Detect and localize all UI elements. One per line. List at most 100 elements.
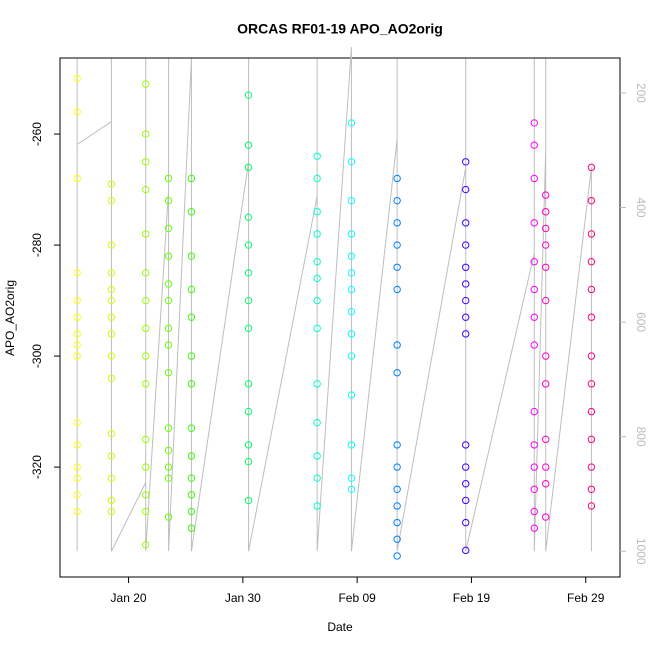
point <box>142 185 150 194</box>
point <box>393 219 401 227</box>
point <box>107 196 116 205</box>
point <box>164 324 173 333</box>
point <box>542 296 550 305</box>
point <box>142 380 150 388</box>
point <box>542 224 550 233</box>
point <box>142 296 150 305</box>
point <box>187 313 196 321</box>
point <box>587 230 596 238</box>
point <box>587 407 596 416</box>
point <box>187 208 196 216</box>
point <box>393 341 401 349</box>
point <box>164 446 173 455</box>
point <box>462 241 470 249</box>
point <box>462 158 470 166</box>
point <box>587 380 596 388</box>
point <box>462 313 470 321</box>
point <box>164 296 173 305</box>
point <box>393 502 401 510</box>
point <box>73 352 81 360</box>
point <box>347 196 356 205</box>
point <box>462 185 470 194</box>
point <box>313 274 321 283</box>
point <box>313 152 321 160</box>
point <box>107 496 116 505</box>
y2-tick-label: 400 <box>634 197 648 217</box>
point <box>347 352 356 360</box>
point <box>313 474 321 482</box>
point <box>393 518 401 527</box>
point <box>73 296 81 305</box>
point <box>107 241 116 249</box>
point <box>542 480 550 488</box>
point <box>73 441 81 449</box>
point <box>393 441 401 449</box>
point <box>530 141 538 149</box>
point <box>393 263 401 271</box>
y2-tick-label: 1000 <box>634 538 648 565</box>
point <box>107 330 116 338</box>
point <box>244 441 253 449</box>
point <box>462 518 470 527</box>
point <box>587 485 596 493</box>
point <box>164 224 173 233</box>
point <box>187 424 196 432</box>
point <box>347 474 356 482</box>
point <box>107 352 116 360</box>
point <box>587 285 596 294</box>
point <box>347 119 356 127</box>
point <box>347 485 356 493</box>
point <box>347 252 356 260</box>
point <box>393 485 401 493</box>
point <box>244 324 253 333</box>
point <box>542 191 550 199</box>
x-tick-label: Feb 09 <box>338 591 376 605</box>
point <box>187 380 196 388</box>
point <box>142 158 150 166</box>
point <box>462 296 470 305</box>
point <box>142 130 150 138</box>
point <box>542 208 550 216</box>
x-tick-label: Jan 30 <box>225 591 261 605</box>
point <box>530 524 538 532</box>
point <box>542 263 550 271</box>
point <box>347 285 356 294</box>
point <box>73 341 81 349</box>
point <box>530 441 538 449</box>
point <box>530 341 538 349</box>
point <box>244 241 253 249</box>
point <box>530 313 538 321</box>
point <box>530 463 538 471</box>
point <box>187 474 196 482</box>
x-tick-label: Feb 19 <box>453 591 491 605</box>
point <box>587 502 596 510</box>
point <box>244 296 253 305</box>
point <box>107 430 116 438</box>
point <box>73 108 81 116</box>
point <box>187 285 196 294</box>
point <box>313 452 321 460</box>
point <box>73 418 81 427</box>
point <box>164 280 173 288</box>
y-tick-label: -280 <box>30 233 44 257</box>
point <box>142 324 150 333</box>
point <box>244 141 253 149</box>
x-tick-label: Jan 20 <box>111 591 147 605</box>
point <box>73 507 81 516</box>
point <box>142 491 150 499</box>
point <box>530 174 538 183</box>
point <box>142 541 150 549</box>
y-tick-label: -320 <box>30 455 44 479</box>
point <box>313 296 321 305</box>
point <box>393 241 401 249</box>
point <box>313 502 321 510</box>
point <box>347 441 356 449</box>
point <box>462 480 470 488</box>
point <box>530 219 538 227</box>
point <box>187 524 196 532</box>
point <box>587 258 596 266</box>
point <box>393 463 401 471</box>
point <box>587 352 596 360</box>
point <box>587 196 596 205</box>
point <box>107 313 116 321</box>
